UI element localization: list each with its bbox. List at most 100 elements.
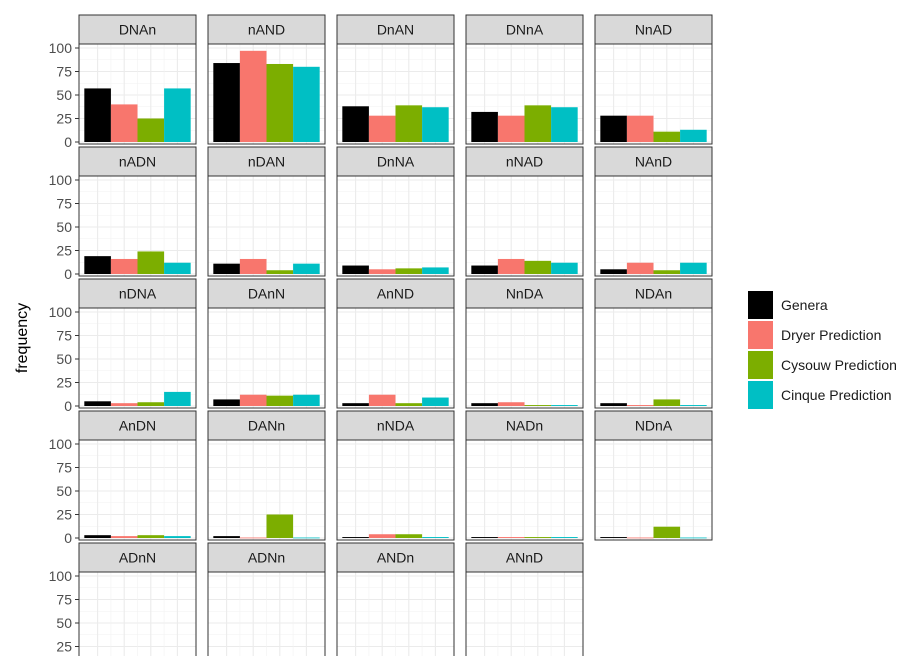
panel-border	[336, 571, 455, 656]
y-tick-label: 0	[64, 266, 72, 282]
bar	[626, 537, 654, 539]
y-tick-label: 50	[56, 219, 72, 235]
facet-panel: NnDA	[465, 278, 584, 409]
bar	[84, 88, 111, 142]
facet-panel: nDAN	[207, 146, 326, 277]
bar	[164, 88, 191, 142]
bar	[551, 405, 578, 406]
facet-strip-label: ANnD	[506, 550, 543, 566]
bar	[626, 115, 654, 142]
facet-strip	[207, 278, 326, 309]
legend-label: Cysouw Prediction	[781, 357, 897, 373]
bar	[600, 115, 627, 142]
y-tick-label: 25	[56, 507, 72, 523]
facet-strip	[207, 14, 326, 45]
facet-strip	[336, 278, 455, 309]
bar	[395, 534, 423, 538]
y-tick-label: 75	[56, 64, 72, 80]
bar	[342, 265, 369, 274]
y-tick-label: 25	[56, 111, 72, 127]
panel-border	[594, 307, 713, 409]
facet-strip	[465, 146, 584, 177]
facet-panel: ANnD	[465, 542, 584, 656]
facet-panel: nNAD	[465, 146, 584, 277]
facet-panel: DAnN	[207, 278, 326, 409]
bar	[551, 262, 578, 274]
facet-strip-label: DNnA	[506, 22, 544, 38]
y-tick-label: 50	[56, 351, 72, 367]
bar	[524, 105, 552, 142]
bar	[600, 269, 627, 274]
bar	[368, 394, 396, 406]
facet-strip-label: NADn	[506, 418, 543, 434]
facet-strip-label: NAnD	[635, 154, 672, 170]
y-tick-label: 100	[49, 304, 73, 320]
facet-strip	[207, 542, 326, 573]
bar	[110, 536, 138, 538]
bar	[164, 536, 191, 538]
panel-border	[594, 175, 713, 277]
facet-strip	[594, 278, 713, 309]
bar	[368, 115, 396, 142]
bar	[551, 537, 578, 538]
bar	[471, 111, 498, 142]
bar	[110, 104, 138, 142]
facet-strip-label: nDAN	[248, 154, 285, 170]
facet-panel: DNnA	[465, 14, 584, 145]
panel-border	[465, 307, 584, 409]
facet-strip-label: NDnA	[635, 418, 673, 434]
facet-panel: ANDn	[336, 542, 455, 656]
panel-border	[78, 307, 197, 409]
y-tick-label: 100	[49, 568, 73, 584]
panel-border	[465, 43, 584, 145]
bar	[266, 270, 294, 274]
legend: Genera Dryer Prediction Cysouw Prediction C…	[748, 291, 897, 409]
facet-panel: NDnA	[594, 410, 713, 541]
bar	[342, 106, 369, 142]
bar	[395, 105, 423, 142]
bar	[524, 260, 552, 274]
y-tick-label: 100	[49, 172, 73, 188]
bar	[84, 535, 111, 538]
bar	[600, 403, 627, 406]
y-tick-label: 50	[56, 87, 72, 103]
bar	[680, 405, 707, 406]
facet-strip	[594, 14, 713, 45]
bar	[239, 50, 267, 142]
facet-strip-label: AnND	[377, 286, 414, 302]
facet-panel: nNDA	[336, 410, 455, 541]
bar	[497, 115, 525, 142]
panel-border	[336, 43, 455, 145]
facet-strip	[336, 146, 455, 177]
facet-panel: AnDN 0 25 50 75 100	[49, 410, 197, 546]
facet-panel: DANn	[207, 410, 326, 541]
y-tick-label: 0	[64, 530, 72, 546]
panel-border	[336, 439, 455, 541]
facet-strip-label: AnDN	[119, 418, 156, 434]
panel-border	[465, 571, 584, 656]
y-tick-label: 0	[64, 398, 72, 414]
bar	[213, 63, 240, 142]
bar	[213, 263, 240, 274]
bar	[395, 268, 423, 274]
legend-item: Cinque Prediction	[748, 381, 892, 409]
facet-strip-label: nAND	[248, 22, 285, 38]
facet-strip	[465, 410, 584, 441]
legend-key	[748, 291, 773, 319]
bar	[471, 265, 498, 274]
facet-strip	[207, 146, 326, 177]
panel-border	[594, 43, 713, 145]
panel-border	[78, 571, 197, 656]
y-tick-label: 25	[56, 639, 72, 655]
bar	[84, 401, 111, 406]
facet-panel: NDAn	[594, 278, 713, 409]
facet-strip-label: nNDA	[377, 418, 415, 434]
facet-strip	[594, 410, 713, 441]
y-tick-label: 100	[49, 436, 73, 452]
bar	[293, 394, 320, 406]
y-tick-label: 75	[56, 328, 72, 344]
bar	[293, 66, 320, 142]
bar	[422, 537, 449, 538]
facet-strip	[465, 14, 584, 45]
